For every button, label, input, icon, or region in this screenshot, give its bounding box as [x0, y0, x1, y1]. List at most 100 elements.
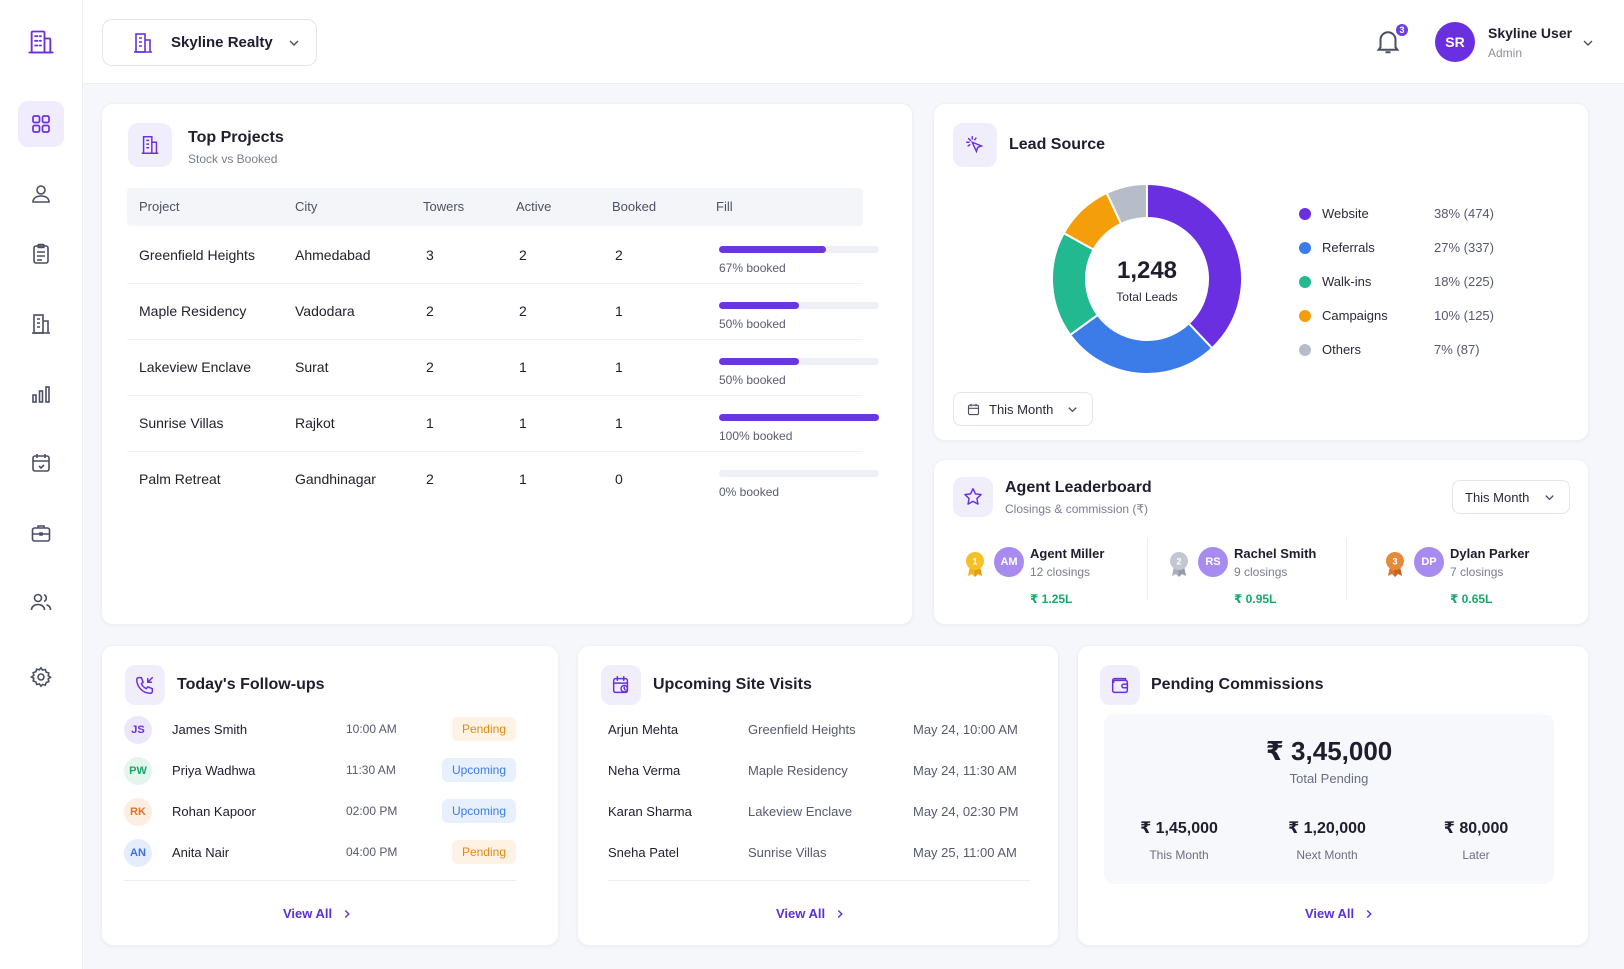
leaderboard-agent[interactable]: 1 AM Agent Miller 12 closings ₹ 1.25L — [964, 542, 1144, 616]
list-item[interactable]: Karan Sharma Lakeview Enclave May 24, 02… — [608, 796, 1019, 832]
org-switcher[interactable]: Skyline Realty — [102, 19, 317, 66]
project-name: Lakeview Enclave — [139, 359, 252, 375]
card-title: Pending Commissions — [1151, 676, 1324, 693]
nav-profile[interactable] — [18, 171, 64, 217]
list-item[interactable]: Sneha Patel Sunrise Villas May 25, 11:00… — [608, 837, 1018, 873]
view-all-label: View All — [1305, 906, 1355, 921]
table-row[interactable]: Lakeview Enclave Surat 2 1 1 50% booked — [127, 340, 879, 396]
nav-team[interactable] — [18, 579, 64, 625]
list-item[interactable]: AN Anita Nair 04:00 PM Pending — [124, 837, 516, 873]
period-select[interactable]: This Month — [1452, 480, 1570, 514]
visit-project: Maple Residency — [748, 763, 848, 778]
chevron-down-icon[interactable] — [1580, 35, 1596, 51]
followups-card: Today's Follow-ups JS James Smith 10:00 … — [101, 645, 559, 946]
table-row[interactable]: Sunrise Villas Rajkot 1 1 1 100% booked — [127, 396, 879, 452]
medal-rank: 3 — [1392, 557, 1397, 567]
fill-label: 0% booked — [719, 485, 780, 499]
status-badge: Upcoming — [441, 758, 516, 782]
divider — [1147, 538, 1148, 600]
donut-center-value: 1,248 — [1116, 257, 1178, 284]
followup-time: 02:00 PM — [346, 804, 398, 818]
visitor-name: Neha Verma — [608, 763, 681, 778]
breakdown-amount: ₹ 1,20,000 — [1288, 820, 1366, 837]
table-row[interactable]: Palm Retreat Gandhinagar 2 1 0 0% booked — [127, 452, 879, 508]
nav-tasks[interactable] — [18, 231, 64, 277]
table-header: Project City Towers Active Booked Fill — [127, 188, 863, 226]
table-row[interactable]: Greenfield Heights Ahmedabad 3 2 2 67% b… — [127, 228, 879, 284]
project-name: Greenfield Heights — [139, 247, 255, 263]
avatar[interactable]: SR — [1435, 22, 1475, 62]
user-icon — [32, 185, 50, 203]
project-active: 2 — [519, 303, 527, 319]
avatar: DP — [1414, 547, 1444, 577]
legend-value: 10% (125) — [1434, 308, 1494, 323]
list-item[interactable]: JS James Smith 10:00 AM Pending — [124, 714, 516, 750]
project-city: Ahmedabad — [295, 247, 371, 263]
list-item[interactable]: Arjun Mehta Greenfield Heights May 24, 1… — [608, 714, 1018, 750]
nav-reports[interactable] — [18, 371, 64, 417]
legend-dot — [1299, 276, 1311, 288]
top-projects-card: Top Projects Stock vs Booked Project Cit… — [101, 103, 913, 625]
nav-calendar[interactable] — [18, 440, 64, 486]
breakdown-amount: ₹ 80,000 — [1443, 820, 1509, 837]
period-select-value: This Month — [1465, 489, 1530, 505]
column-header: Active — [516, 199, 552, 214]
clipboard-icon — [33, 243, 49, 264]
legend-value: 18% (225) — [1434, 274, 1494, 289]
cursor-click-icon — [966, 136, 984, 154]
donut-slice-website[interactable] — [1146, 182, 1243, 350]
fill-bar — [719, 414, 879, 421]
view-all-link[interactable]: View All — [776, 906, 847, 921]
followup-name: Priya Wadhwa — [172, 763, 256, 778]
followup-name: Rohan Kapoor — [172, 804, 256, 819]
card-subtitle: Stock vs Booked — [188, 152, 278, 166]
list-item[interactable]: PW Priya Wadhwa 11:30 AM Upcoming — [124, 755, 516, 791]
gear-icon — [29, 666, 52, 688]
project-towers: 2 — [426, 471, 434, 487]
followup-time: 04:00 PM — [346, 845, 398, 859]
icon-box — [1100, 665, 1140, 705]
icon-box — [128, 123, 172, 167]
pending-commissions-card: Pending Commissions ₹ 3,45,000 Total Pen… — [1077, 645, 1589, 946]
icon-box — [953, 477, 993, 517]
building-logo-icon[interactable] — [27, 28, 55, 56]
notification-badge: 3 — [1394, 22, 1410, 38]
lead-source-donut-chart — [1051, 182, 1243, 375]
project-active: 2 — [519, 247, 527, 263]
table-row[interactable]: Maple Residency Vadodara 2 2 1 50% booke… — [127, 284, 879, 340]
legend-value: 38% (474) — [1434, 206, 1494, 221]
commission-breakdown-item: ₹ 1,20,000 Next Month — [1252, 818, 1402, 862]
view-all-link[interactable]: View All — [283, 906, 354, 921]
fill-bar — [719, 470, 879, 477]
commission-breakdown-item: ₹ 1,45,000 This Month — [1104, 818, 1254, 862]
bronze-medal-icon: 3 — [1386, 552, 1404, 577]
followup-name: James Smith — [172, 722, 248, 737]
building-icon — [141, 136, 159, 154]
icon-box — [601, 665, 641, 705]
view-all-link[interactable]: View All — [1305, 906, 1376, 921]
list-item[interactable]: Neha Verma Maple Residency May 24, 11:30… — [608, 755, 1018, 791]
donut-slice-others[interactable] — [1105, 182, 1148, 226]
legend-item: Walk-ins 18% (225) — [1299, 272, 1549, 292]
wallet-icon — [1111, 677, 1129, 694]
nav-projects[interactable] — [18, 301, 64, 347]
list-item[interactable]: RK Rohan Kapoor 02:00 PM Upcoming — [124, 796, 516, 832]
nav-deals[interactable] — [18, 510, 64, 556]
period-select[interactable]: This Month — [953, 392, 1093, 426]
project-active: 1 — [519, 359, 527, 375]
period-select-value: This Month — [989, 401, 1054, 417]
icon-box — [953, 123, 997, 167]
nav-dashboard[interactable] — [18, 101, 64, 147]
star-icon — [964, 488, 982, 505]
leaderboard-agent[interactable]: 2 RS Rachel Smith 9 closings ₹ 0.95L — [1168, 542, 1348, 616]
project-active: 1 — [519, 471, 527, 487]
followup-name: Anita Nair — [172, 845, 230, 860]
users-icon — [30, 593, 52, 611]
breakdown-label: Later — [1462, 848, 1490, 862]
card-title: Agent Leaderboard — [1005, 479, 1152, 496]
total-pending-amount: ₹ 3,45,000 — [1265, 736, 1393, 766]
bell-icon[interactable] — [1373, 26, 1403, 56]
leaderboard-agent[interactable]: 3 DP Dylan Parker 7 closings ₹ 0.65L — [1384, 542, 1564, 616]
nav-settings[interactable] — [18, 654, 64, 700]
user-role: Admin — [1488, 46, 1523, 60]
